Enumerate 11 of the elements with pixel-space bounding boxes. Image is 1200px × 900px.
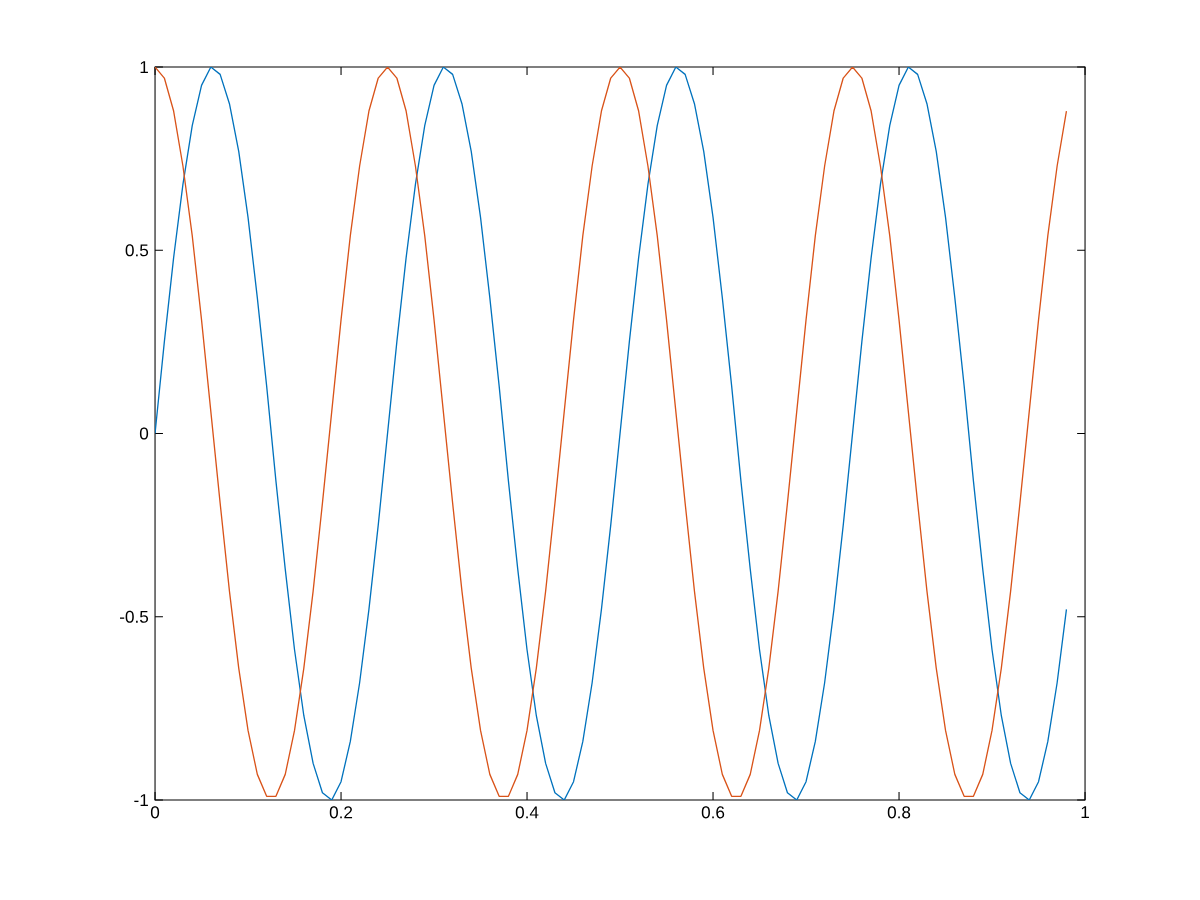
- x-tick-label: 0.6: [701, 806, 725, 819]
- y-tick-label: -0.5: [120, 610, 149, 623]
- x-tick-label: 0.4: [515, 806, 539, 819]
- y-tick-label: 0.5: [125, 244, 149, 257]
- x-tick-label: 0.2: [329, 806, 353, 819]
- y-tick-label: -1: [134, 794, 148, 806]
- y-tick-label: 1: [140, 61, 148, 73]
- x-tick-label: 0: [150, 806, 160, 819]
- x-tick-label: 0.8: [887, 806, 911, 819]
- x-tick-label: 1: [1081, 806, 1089, 819]
- y-tick-label: 0: [139, 427, 149, 440]
